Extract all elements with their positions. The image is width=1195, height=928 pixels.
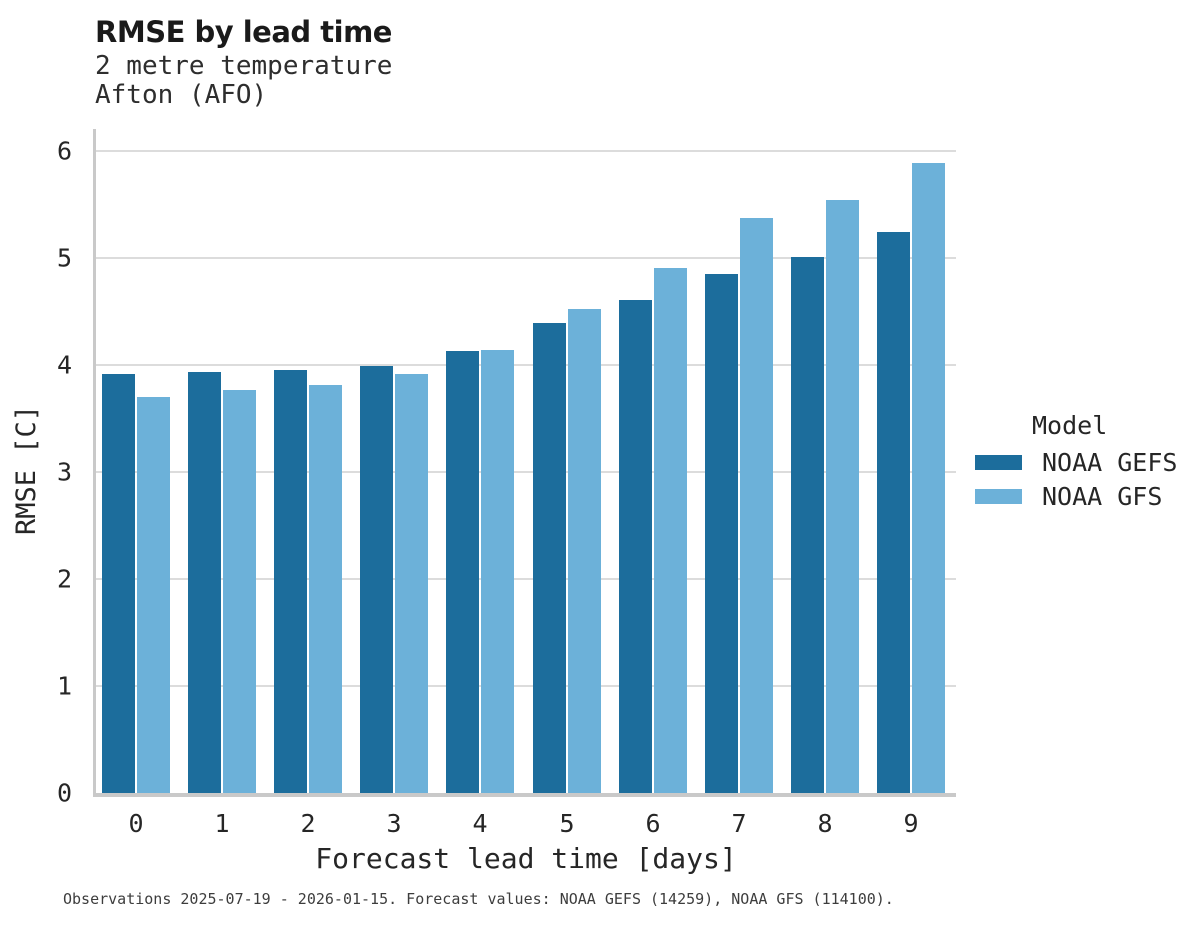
bar-noaa-gfs-lead-4 [481,350,514,793]
gridline-y-5 [96,257,956,259]
legend-entry-noaa-gefs: NOAA GEFS [975,450,1177,475]
bar-noaa-gefs-lead-6 [619,300,652,793]
legend-label-noaa-gefs: NOAA GEFS [1042,448,1178,477]
x-tick-1: 1 [214,809,230,838]
x-tick-3: 3 [386,809,402,838]
caption-observations-note: Observations 2025-07-19 - 2026-01-15. Fo… [63,890,894,908]
bar-noaa-gfs-lead-6 [654,268,687,793]
y-axis-tick-labels: 0 1 2 3 4 5 6 [38,129,72,806]
y-tick-4: 4 [56,350,72,380]
x-tick-6: 6 [645,809,661,838]
gridline-y-1 [96,685,956,687]
y-tick-2: 2 [56,564,72,594]
bar-noaa-gefs-lead-7 [705,274,738,793]
bar-noaa-gefs-lead-4 [446,351,479,793]
y-tick-1: 1 [56,671,72,701]
gridline-y-4 [96,364,956,366]
legend-swatch-noaa-gefs [975,455,1022,470]
legend-label-noaa-gfs: NOAA GFS [1042,482,1163,511]
y-tick-6: 6 [56,136,72,166]
gridline-y-2 [96,578,956,580]
gridline-y-3 [96,471,956,473]
y-tick-0: 0 [56,778,72,808]
bar-noaa-gefs-lead-3 [360,366,393,793]
x-tick-7: 7 [731,809,747,838]
plot-area [93,129,956,797]
x-tick-8: 8 [817,809,833,838]
bar-noaa-gfs-lead-7 [740,218,773,793]
bar-noaa-gfs-lead-8 [826,200,859,793]
bar-noaa-gefs-lead-9 [877,232,910,793]
bar-noaa-gfs-lead-9 [912,163,945,793]
x-tick-2: 2 [300,809,316,838]
x-tick-4: 4 [472,809,488,838]
chart-title: RMSE by lead time [95,15,392,49]
bar-noaa-gefs-lead-5 [533,323,566,793]
bar-noaa-gfs-lead-3 [395,374,428,793]
bar-noaa-gfs-lead-0 [137,397,170,793]
y-tick-5: 5 [56,243,72,273]
chart-subtitle-station: Afton (AFO) [95,80,268,110]
gridline-y-6 [96,150,956,152]
x-tick-0: 0 [128,809,144,838]
y-tick-3: 3 [56,457,72,487]
bar-noaa-gefs-lead-1 [188,372,221,793]
bar-noaa-gefs-lead-0 [102,374,135,793]
bar-noaa-gfs-lead-5 [568,309,601,793]
legend-entry-noaa-gfs: NOAA GFS [975,484,1162,509]
bar-noaa-gefs-lead-8 [791,257,824,793]
x-axis-label: Forecast lead time [days] [315,842,737,875]
bar-noaa-gfs-lead-2 [309,385,342,793]
x-axis-tick-labels: 0 1 2 3 4 5 6 7 8 9 [96,810,956,840]
x-tick-9: 9 [903,809,919,838]
bar-noaa-gefs-lead-2 [274,370,307,793]
legend-swatch-noaa-gfs [975,489,1022,504]
chart-subtitle-variable: 2 metre temperature [95,51,393,81]
bar-noaa-gfs-lead-1 [223,390,256,793]
x-tick-5: 5 [559,809,575,838]
legend-title: Model [1032,411,1108,440]
